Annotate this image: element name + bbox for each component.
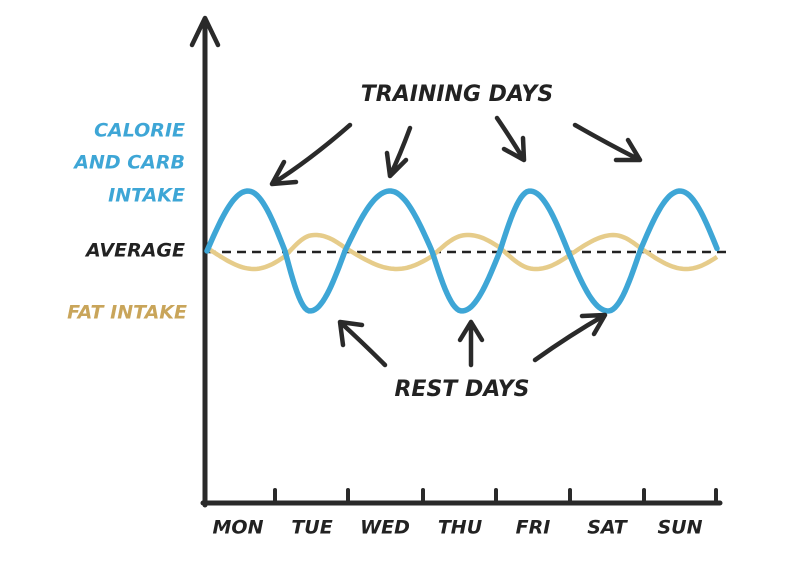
day-label: TUE [291,517,332,539]
day-label: SAT [587,517,629,539]
calorie-label: AND CARB [72,152,185,174]
day-label: WED [360,517,410,539]
axes [189,15,723,508]
day-label: THU [438,517,483,539]
training-arrows [269,115,643,187]
calorie-curve [204,188,720,314]
day-label: SUN [657,517,702,539]
fat-curve [205,232,719,272]
day-label: MON [213,517,264,539]
day-label: FRI [516,517,551,539]
fat-label: FAT INTAKE [67,302,187,324]
average-label: AVERAGE [84,240,185,262]
rest-arrows [337,312,608,368]
training-label: TRAINING DAYS [361,82,553,107]
calorie-label: CALORIE [94,120,185,142]
rest-label: REST DAYS [394,377,529,402]
calorie-label: INTAKE [108,185,185,207]
